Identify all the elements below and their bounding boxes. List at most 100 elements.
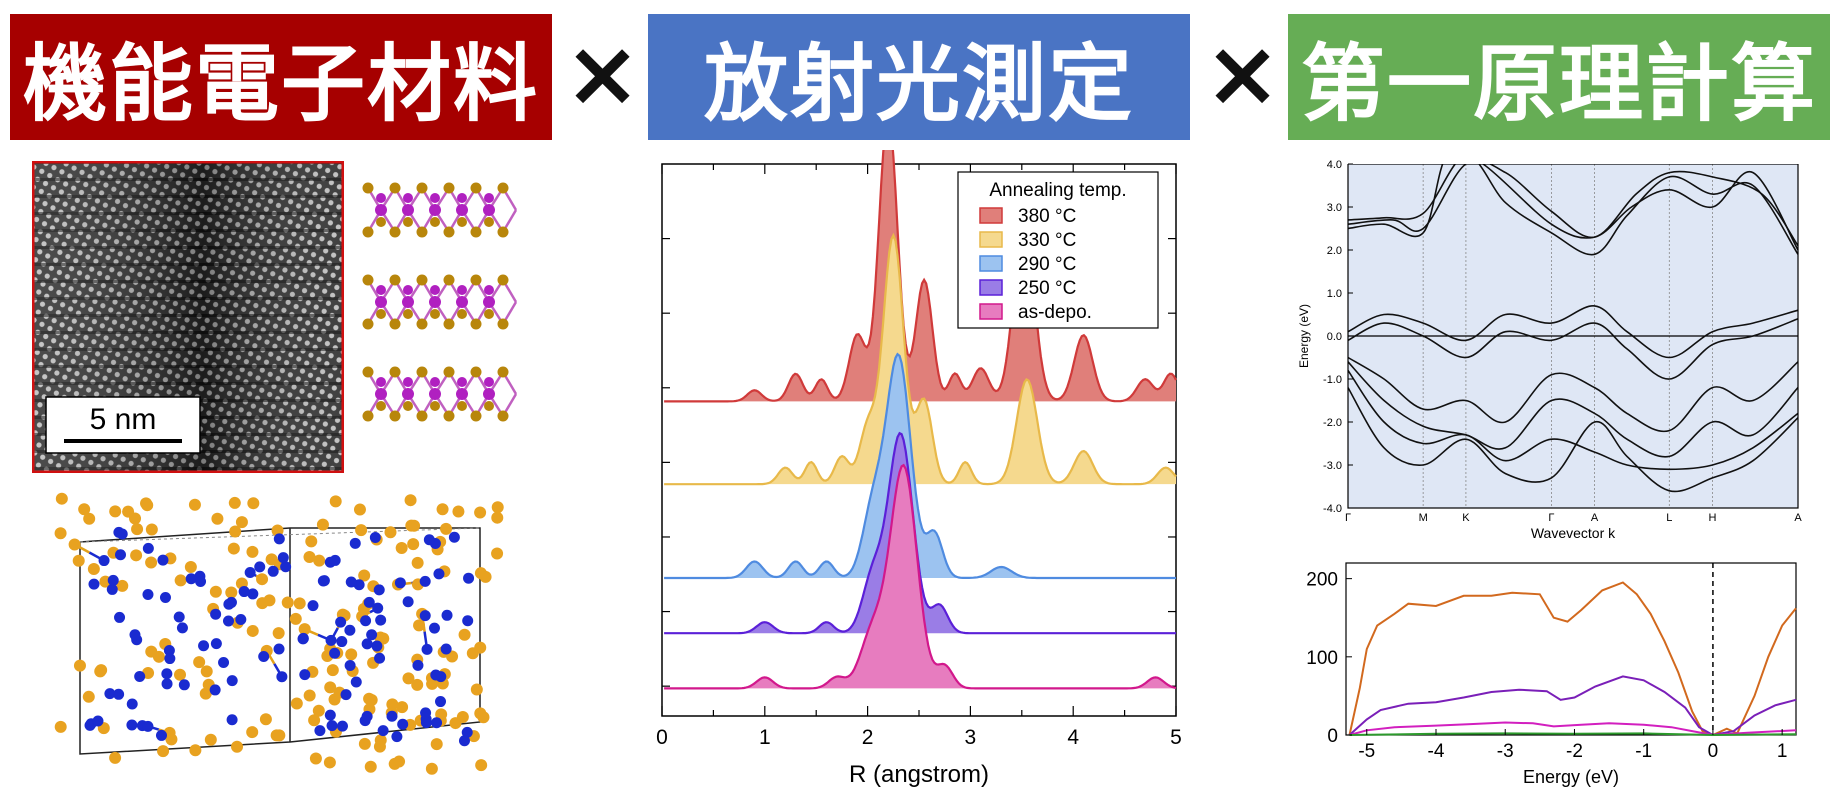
band-line xyxy=(1347,356,1799,433)
atom-orange xyxy=(298,623,311,636)
atom-orange xyxy=(436,503,449,516)
atom-blue xyxy=(372,602,384,614)
atom-blue xyxy=(307,600,319,612)
band-line xyxy=(1347,159,1799,247)
atom-orange xyxy=(373,740,386,753)
band-line xyxy=(1347,387,1799,493)
atom-orange xyxy=(305,535,318,548)
x-axis-label: Energy (eV) xyxy=(1523,767,1619,787)
atom-blue xyxy=(113,688,125,700)
atom-orange xyxy=(145,556,158,569)
atom-blue xyxy=(391,731,403,743)
scale-bar-label: 5 nm xyxy=(90,403,157,436)
atom-orange xyxy=(452,505,465,518)
band-line xyxy=(1347,361,1799,458)
atom-orange xyxy=(173,668,186,681)
atom-orange xyxy=(259,713,272,726)
atom-blue xyxy=(210,638,222,650)
y-tick-label: 0 xyxy=(1327,726,1338,747)
atom-orange xyxy=(109,505,122,518)
atom xyxy=(443,274,455,286)
atom-blue xyxy=(280,561,292,573)
atom-blue xyxy=(98,555,110,567)
y-tick-label: 1.0 xyxy=(1327,288,1342,300)
atom xyxy=(389,182,401,194)
x-axis-label: R (angstrom) xyxy=(849,761,989,788)
atom-blue xyxy=(318,575,330,587)
atom xyxy=(483,296,495,308)
legend: Annealing temp. 380 °C 330 °C 290 °C 250 °C a… xyxy=(957,171,1159,329)
atom xyxy=(429,204,441,216)
atom xyxy=(403,285,413,295)
atom-blue xyxy=(433,568,445,580)
atom-blue xyxy=(394,577,406,589)
legend-title: Annealing temp. xyxy=(989,180,1126,201)
atom xyxy=(376,377,386,387)
atom xyxy=(457,309,467,319)
atom-orange xyxy=(413,619,426,632)
atom-orange xyxy=(188,498,201,511)
atom xyxy=(497,226,509,238)
atom-orange xyxy=(73,659,86,672)
atom-orange xyxy=(377,632,390,645)
atom-blue xyxy=(163,645,175,657)
x-tick-label: 0 xyxy=(656,726,668,749)
atom xyxy=(362,226,374,238)
atom xyxy=(429,388,441,400)
atom-blue xyxy=(273,643,285,655)
atom-orange xyxy=(404,494,417,507)
atom-orange xyxy=(270,729,283,742)
atom xyxy=(402,204,414,216)
dos-chart: -5 -4 -3 -2 -1 0 1 0 100 200 Energy (eV) xyxy=(1306,562,1797,787)
atom-orange xyxy=(308,714,321,727)
atom-blue xyxy=(420,717,432,729)
atom xyxy=(402,296,414,308)
atom xyxy=(484,285,494,295)
atom-orange xyxy=(130,549,143,562)
dos-series-line xyxy=(1349,721,1797,737)
atom-orange xyxy=(246,726,259,739)
atom-blue xyxy=(161,678,173,690)
atom-orange xyxy=(440,522,453,535)
y-tick-label: -3.0 xyxy=(1323,460,1342,472)
atom-orange xyxy=(87,563,100,576)
atom-blue xyxy=(92,715,104,727)
atom-orange xyxy=(189,744,202,757)
atom-orange xyxy=(384,526,397,539)
series-fill xyxy=(664,150,1176,402)
atom xyxy=(416,226,428,238)
multiply-icon: × xyxy=(564,20,642,127)
atom xyxy=(389,366,401,378)
atom xyxy=(362,318,374,330)
atom-orange xyxy=(78,503,91,516)
atom xyxy=(389,274,401,286)
atom-blue xyxy=(336,720,348,732)
atom-orange xyxy=(174,574,187,587)
atom-blue xyxy=(277,552,289,564)
band-line xyxy=(1347,152,1799,251)
atom-orange xyxy=(402,672,415,685)
atom-orange xyxy=(491,511,504,524)
atom-orange xyxy=(303,551,316,564)
atom-blue xyxy=(104,688,116,700)
atom xyxy=(376,401,386,411)
atom xyxy=(416,410,428,422)
x-tick-label: -3 xyxy=(1497,741,1514,762)
atom-blue xyxy=(159,591,171,603)
atom-blue xyxy=(371,640,383,652)
atom-blue xyxy=(276,671,288,683)
atom-blue xyxy=(223,598,235,610)
atom-blue xyxy=(258,651,270,663)
atom xyxy=(483,204,495,216)
atom-blue xyxy=(218,657,230,669)
atom xyxy=(484,193,494,203)
y-tick-label: 200 xyxy=(1306,570,1338,591)
atom-blue xyxy=(344,624,356,636)
y-tick-label: 0.0 xyxy=(1327,331,1342,343)
atom-blue xyxy=(142,720,154,732)
atom-orange xyxy=(289,612,302,625)
y-tick-label: -4.0 xyxy=(1323,503,1342,515)
atom xyxy=(443,182,455,194)
atom xyxy=(430,377,440,387)
atom xyxy=(375,388,387,400)
